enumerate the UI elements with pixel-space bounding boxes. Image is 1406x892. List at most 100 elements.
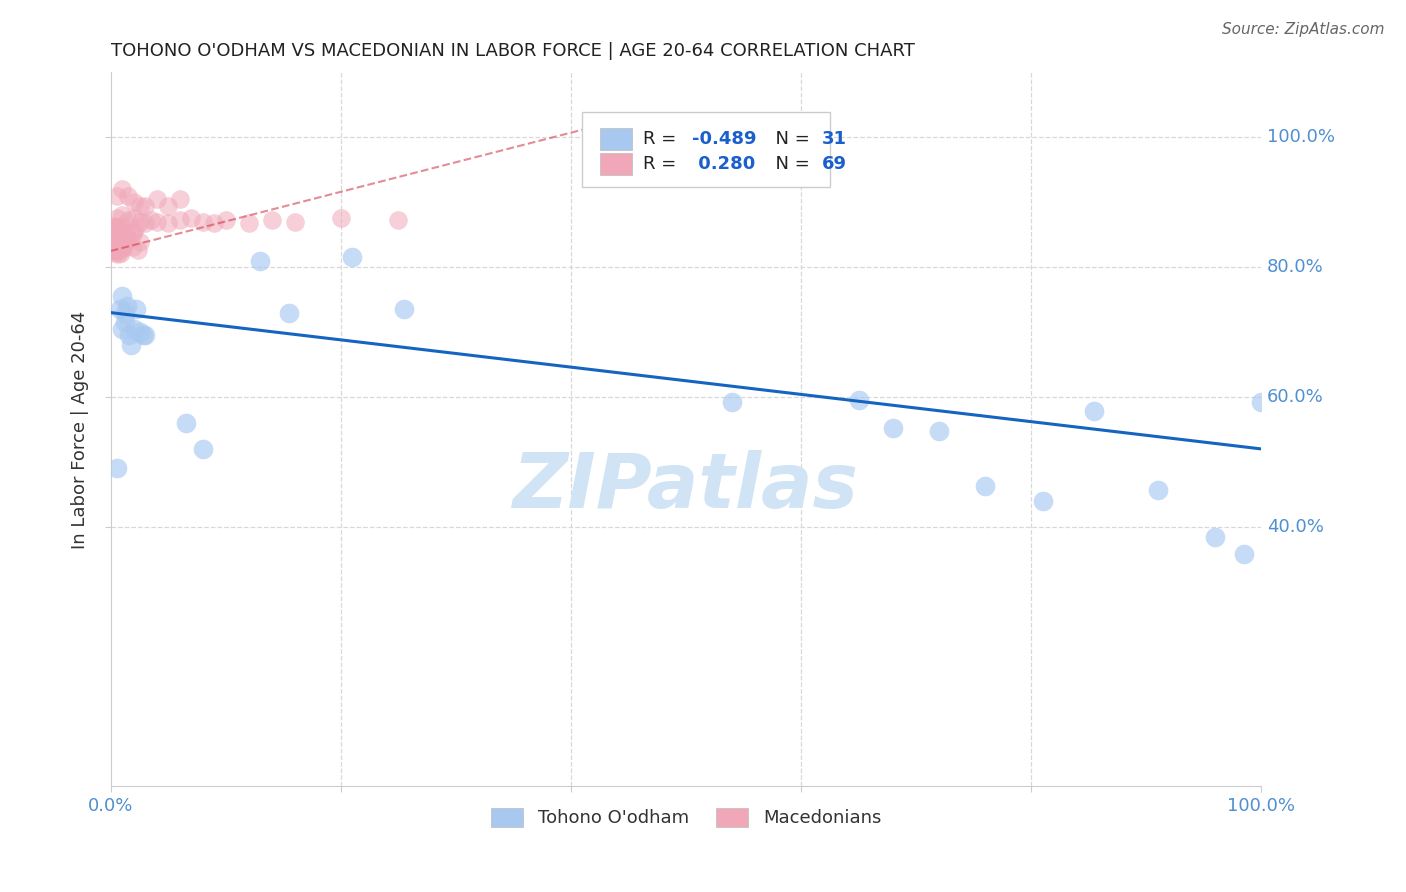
- Point: [104, 231, 127, 245]
- Point: [848, 392, 870, 407]
- Point: [202, 216, 225, 230]
- Point: [103, 225, 125, 239]
- Point: [104, 240, 127, 254]
- Y-axis label: In Labor Force | Age 20-64: In Labor Force | Age 20-64: [72, 310, 89, 549]
- Text: 80.0%: 80.0%: [1267, 258, 1324, 277]
- Point: [191, 215, 214, 229]
- Point: [107, 221, 129, 235]
- Point: [111, 232, 134, 246]
- Point: [128, 215, 150, 229]
- Point: [108, 229, 131, 244]
- Point: [169, 213, 191, 227]
- Text: 0.280: 0.280: [692, 155, 755, 173]
- Point: [124, 222, 146, 236]
- Point: [974, 479, 997, 493]
- Text: 60.0%: 60.0%: [1267, 388, 1324, 406]
- Point: [1233, 547, 1256, 561]
- Point: [110, 237, 132, 252]
- Point: [104, 245, 127, 260]
- Point: [101, 243, 124, 257]
- Text: N =: N =: [765, 155, 815, 173]
- Point: [260, 213, 283, 227]
- Point: [103, 240, 125, 254]
- Point: [238, 216, 260, 230]
- Point: [100, 234, 122, 248]
- Point: [114, 315, 136, 329]
- Point: [108, 238, 131, 252]
- Point: [105, 238, 128, 252]
- Point: [128, 325, 150, 339]
- Point: [101, 230, 124, 244]
- Point: [100, 242, 122, 256]
- Point: [101, 233, 124, 247]
- Point: [342, 251, 364, 265]
- Point: [721, 394, 744, 409]
- Text: 31: 31: [821, 130, 846, 148]
- Point: [122, 211, 145, 226]
- Point: [101, 225, 124, 239]
- Point: [157, 216, 180, 230]
- Point: [100, 239, 122, 253]
- Point: [101, 242, 124, 256]
- Point: [121, 226, 143, 240]
- Point: [103, 242, 125, 256]
- Point: [191, 442, 214, 456]
- Point: [112, 227, 135, 242]
- Text: -0.489: -0.489: [692, 130, 756, 148]
- Point: [110, 246, 132, 260]
- Point: [105, 188, 128, 202]
- Point: [105, 235, 128, 249]
- Point: [100, 225, 122, 239]
- Point: [157, 198, 180, 212]
- Point: [100, 231, 122, 245]
- Text: 100.0%: 100.0%: [1267, 128, 1336, 146]
- Point: [100, 239, 122, 253]
- Point: [134, 198, 156, 212]
- Point: [125, 302, 148, 317]
- Point: [101, 243, 124, 257]
- Point: [180, 211, 202, 226]
- Point: [105, 211, 128, 226]
- Point: [105, 227, 128, 242]
- Point: [104, 225, 127, 239]
- Point: [101, 238, 124, 252]
- Point: [103, 227, 125, 242]
- Point: [104, 219, 127, 234]
- Point: [103, 235, 125, 249]
- Point: [174, 416, 197, 430]
- Point: [105, 227, 128, 241]
- Point: [101, 235, 124, 249]
- Point: [107, 237, 129, 252]
- Point: [101, 239, 124, 253]
- Point: [105, 227, 128, 242]
- Point: [111, 322, 134, 336]
- Point: [100, 239, 122, 253]
- Text: Source: ZipAtlas.com: Source: ZipAtlas.com: [1222, 22, 1385, 37]
- Point: [103, 241, 125, 255]
- Point: [104, 224, 127, 238]
- Text: 40.0%: 40.0%: [1267, 518, 1324, 536]
- Point: [107, 247, 129, 261]
- Bar: [600, 153, 631, 175]
- Point: [146, 192, 169, 206]
- Point: [1204, 530, 1226, 544]
- Point: [114, 227, 136, 242]
- Point: [100, 240, 122, 254]
- Point: [100, 243, 122, 257]
- Text: R =: R =: [644, 130, 682, 148]
- Point: [101, 240, 124, 254]
- Point: [100, 232, 122, 246]
- Point: [104, 227, 127, 241]
- Point: [105, 219, 128, 234]
- Point: [101, 239, 124, 253]
- Point: [112, 241, 135, 255]
- Point: [101, 219, 124, 233]
- Point: [100, 243, 122, 257]
- Point: [249, 253, 271, 268]
- Text: ZIPatlas: ZIPatlas: [513, 450, 859, 524]
- Point: [112, 237, 135, 252]
- Point: [103, 235, 125, 250]
- Point: [146, 215, 169, 229]
- Point: [122, 195, 145, 210]
- Point: [110, 219, 132, 234]
